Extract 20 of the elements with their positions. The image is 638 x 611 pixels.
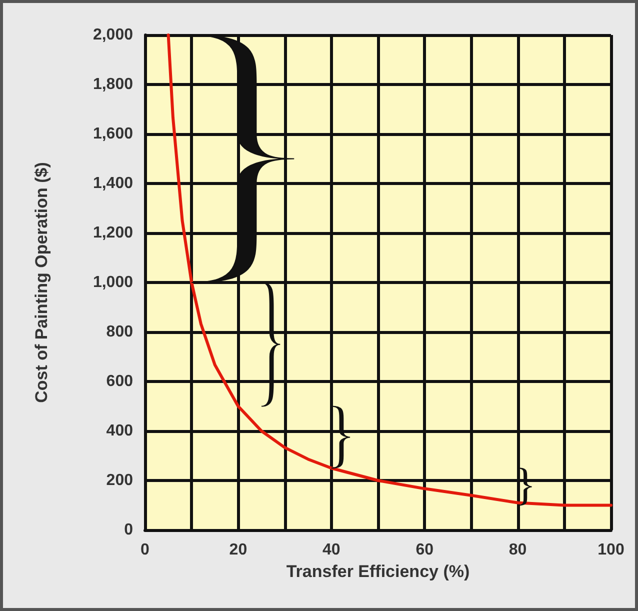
x-axis-title: Transfer Efficiency (%) (286, 562, 470, 581)
x-tick-label: 60 (416, 542, 434, 558)
x-tick-label: 0 (140, 542, 150, 558)
y-tick-label: 1,200 (92, 224, 134, 242)
y-tick-label: 200 (106, 472, 134, 489)
y-tick-label: 400 (106, 422, 134, 440)
y-tick-label: 1,800 (92, 76, 134, 93)
x-tick-label: 40 (322, 542, 340, 558)
y-tick-label: 0 (124, 522, 134, 538)
y-axis-title: Cost of Painting Operation ($) (32, 162, 51, 403)
y-tick-label: 800 (106, 324, 134, 340)
y-tick-label: 600 (106, 373, 134, 390)
x-tick-label: 20 (229, 542, 248, 558)
y-tick-label: 2,000 (92, 26, 134, 44)
y-tick-label: 1,000 (92, 274, 134, 291)
y-tick-label: 1,600 (92, 126, 134, 142)
x-tick-label: 80 (508, 542, 527, 558)
x-tick-label: 100 (598, 542, 624, 558)
line-series (166, 34, 612, 507)
y-tick-label: 1,400 (92, 175, 134, 192)
